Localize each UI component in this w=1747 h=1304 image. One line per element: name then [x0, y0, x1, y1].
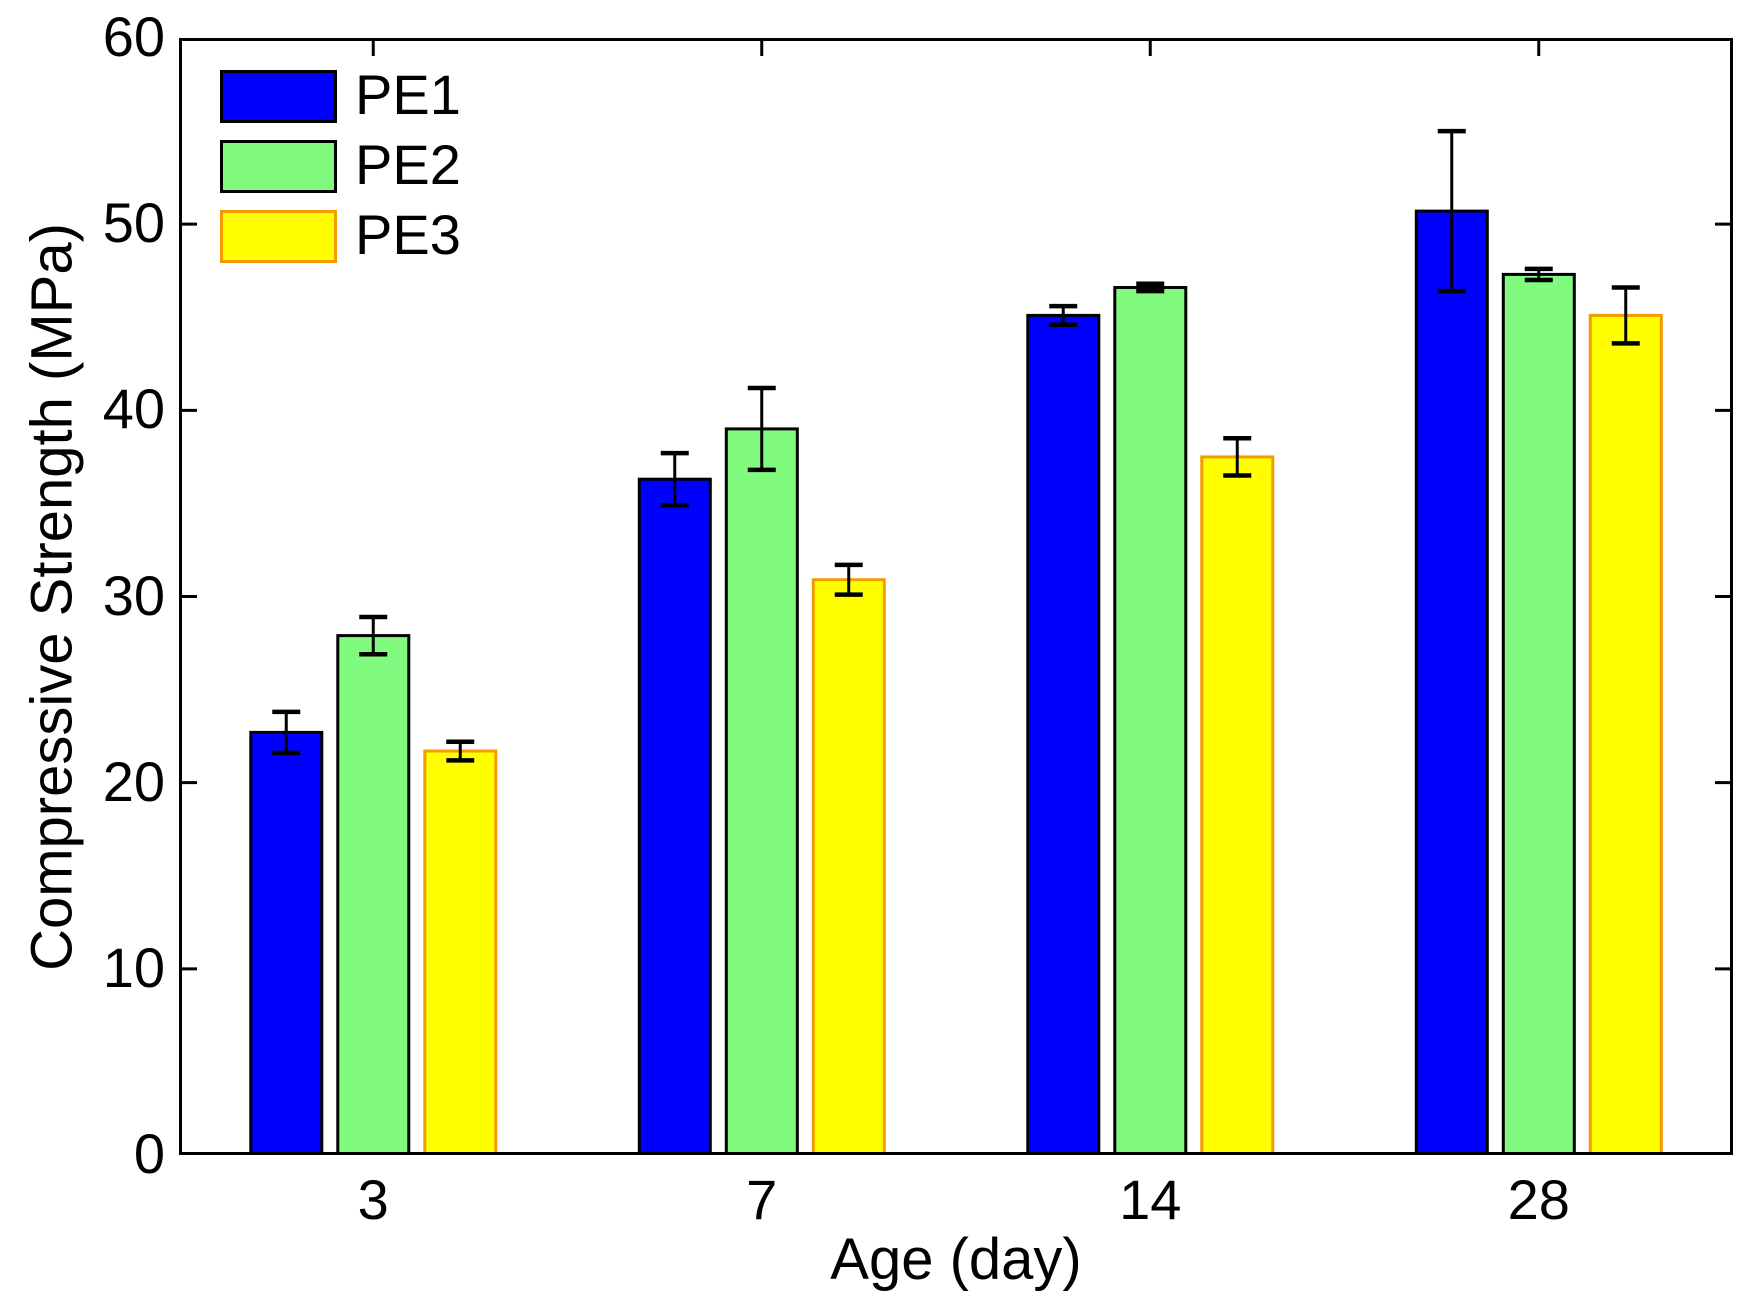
bar-pe2-age28 [1501, 272, 1576, 1155]
bar-pe2-age14 [1113, 286, 1188, 1155]
bar-pe1-age7 [637, 477, 712, 1155]
y-tick-label-10: 10 [102, 935, 165, 999]
legend-label-pe1: PE1 [355, 63, 461, 127]
bar-pe1-age14 [1026, 313, 1101, 1155]
bar-pe1-age3 [249, 730, 324, 1155]
bar-pe3-age3 [423, 749, 498, 1155]
y-axis-tick-labels: 0 10 20 30 40 50 60 [0, 0, 165, 1304]
legend-swatch-pe2 [220, 140, 337, 193]
plot-area [179, 38, 1733, 1155]
legend-label-pe3: PE3 [355, 203, 461, 267]
y-tick-label-20: 20 [102, 749, 165, 813]
bar-pe2-age3 [336, 634, 411, 1155]
y-tick-label-30: 30 [102, 563, 165, 627]
legend-swatch-pe1 [220, 70, 337, 123]
bar-pe3-age14 [1200, 455, 1275, 1155]
y-tick-label-60: 60 [102, 4, 165, 68]
bar-pe1-age28 [1414, 209, 1489, 1155]
bar-pe2-age7 [724, 427, 799, 1155]
bar-pe3-age28 [1588, 313, 1663, 1155]
y-tick-label-50: 50 [102, 191, 165, 255]
x-tick-label-14: 14 [1119, 1168, 1182, 1231]
y-tick-label-0: 0 [133, 1121, 165, 1185]
y-tick-label-40: 40 [102, 377, 165, 441]
x-tick-label-28: 28 [1507, 1168, 1570, 1231]
axes-box [179, 38, 1733, 1155]
x-axis-title: Age (day) [830, 1227, 1082, 1292]
legend-swatch-pe3 [220, 210, 337, 263]
legend-label-pe2: PE2 [355, 133, 461, 197]
bar-pe3-age7 [811, 578, 886, 1155]
x-tick-label-3: 3 [357, 1168, 389, 1231]
x-tick-label-7: 7 [746, 1168, 778, 1231]
